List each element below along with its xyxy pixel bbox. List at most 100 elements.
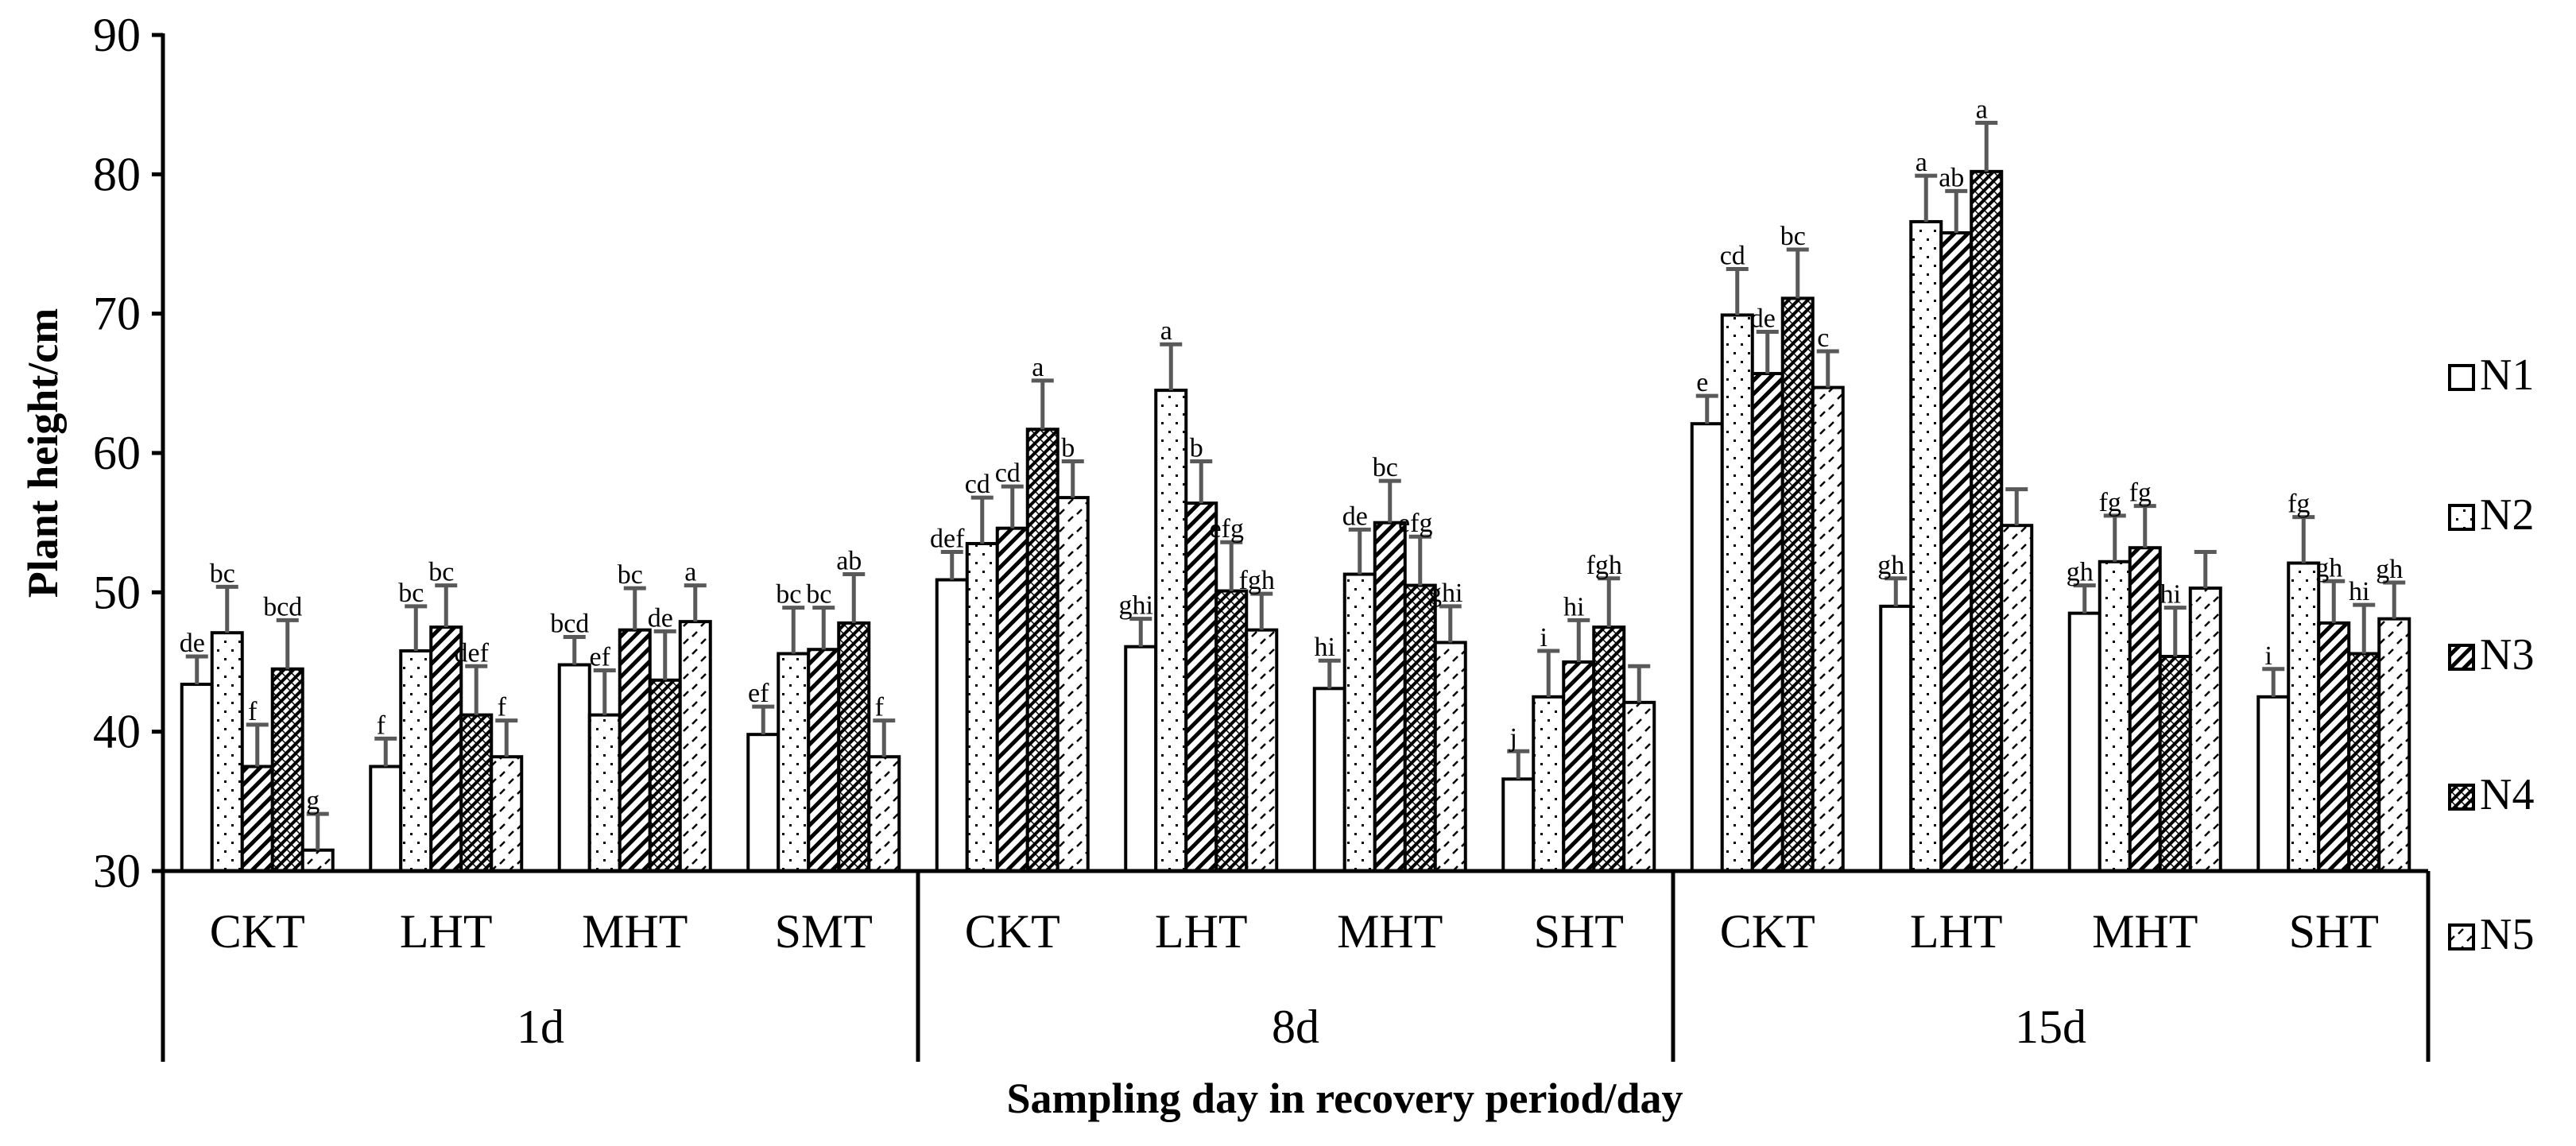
bar-N5-1d-MHT xyxy=(678,620,712,873)
significance-label: ab xyxy=(1939,163,1964,192)
significance-label: gh xyxy=(2315,553,2342,583)
significance-label: fgh xyxy=(1239,566,1275,595)
bar-N5-15d-LHT xyxy=(2000,524,2034,873)
y-tick-label: 70 xyxy=(93,288,141,340)
bar-N5-8d-SHT xyxy=(1622,700,1656,873)
x-category-label: CKT xyxy=(1720,905,1815,958)
x-category-label: CKT xyxy=(210,905,305,958)
bar-N3-8d-SHT xyxy=(1562,660,1596,873)
bar-N1-1d-SMT xyxy=(746,733,781,873)
significance-label: fg xyxy=(2099,488,2121,517)
significance-label: de xyxy=(1750,304,1776,333)
significance-label: def xyxy=(930,524,965,553)
x-group-label: 8d xyxy=(1272,1001,1319,1053)
significance-label: fgh xyxy=(1586,551,1622,580)
bar-N5-1d-SMT xyxy=(867,755,901,873)
significance-label: cd xyxy=(995,459,1021,488)
significance-label: hi xyxy=(2349,577,2369,606)
bar-N3-15d-CKT xyxy=(1750,372,1784,873)
significance-label: a xyxy=(1160,316,1172,346)
bar-N2-15d-MHT xyxy=(2098,559,2132,873)
legend-label-N5: N5 xyxy=(2480,910,2534,959)
significance-label: ab xyxy=(836,547,862,576)
bar-N2-8d-LHT xyxy=(1154,389,1188,873)
significance-label: a xyxy=(1916,148,1927,177)
bar-N4-15d-CKT xyxy=(1780,296,1815,873)
bar-N5-15d-SHT xyxy=(2377,617,2411,873)
bar-N5-15d-MHT xyxy=(2188,587,2222,873)
bar-N1-8d-LHT xyxy=(1124,645,1158,873)
bar-N1-15d-CKT xyxy=(1690,422,1724,873)
significance-label: f xyxy=(377,710,386,740)
x-axis: CKT LHT MHT SMT 1d CKT LHT MHT SHT 8d CKT LHT MHT SHT… xyxy=(161,869,2431,1062)
significance-label: bc xyxy=(806,580,831,610)
significance-label: e xyxy=(1696,368,1708,397)
bar-N4-1d-SMT xyxy=(837,621,871,873)
significance-label: a xyxy=(1032,353,1044,382)
legend-label-N3: N3 xyxy=(2480,630,2534,679)
significance-label: ef xyxy=(590,643,611,672)
significance-label: b xyxy=(1190,434,1203,463)
bar-N5-1d-LHT xyxy=(490,755,524,873)
bar-N3-15d-MHT xyxy=(2128,546,2162,873)
significance-label: def xyxy=(455,638,490,668)
bar-N1-1d-LHT xyxy=(369,765,403,873)
bar-N5-1d-CKT xyxy=(300,848,335,873)
significance-label: efg xyxy=(1398,509,1432,538)
bar-N4-15d-LHT xyxy=(1970,169,2004,873)
significance-label: fg xyxy=(2287,490,2310,519)
bar-N3-8d-MHT xyxy=(1373,521,1407,873)
legend-swatch-N5 xyxy=(2448,923,2475,950)
x-category-label: CKT xyxy=(965,905,1060,958)
bar-N4-15d-MHT xyxy=(2158,654,2192,873)
bar-N5-8d-MHT xyxy=(1433,641,1467,873)
legend-label-N4: N4 xyxy=(2480,770,2534,819)
y-tick-label: 30 xyxy=(93,845,141,897)
significance-label: ghi xyxy=(1428,579,1462,608)
significance-label: a xyxy=(684,558,696,587)
bar-N1-15d-SHT xyxy=(2256,695,2291,873)
significance-label: hi xyxy=(1563,592,1584,621)
y-axis-title: Plant height/cm xyxy=(19,308,67,598)
significance-label: bc xyxy=(1780,222,1806,251)
significance-label: gh xyxy=(2067,558,2094,587)
bar-N1-8d-MHT xyxy=(1312,687,1346,873)
significance-label: c xyxy=(1817,323,1829,353)
significance-label: f xyxy=(498,693,507,722)
bar-N3-8d-LHT xyxy=(1184,501,1218,873)
bar-N2-8d-MHT xyxy=(1342,572,1377,873)
significance-label: b xyxy=(1061,434,1075,463)
bar-N1-1d-MHT xyxy=(557,663,591,873)
significance-label: f xyxy=(248,697,258,726)
significance-label: hi xyxy=(2160,580,2181,610)
significance-label: bc xyxy=(1373,453,1398,482)
significance-label: efg xyxy=(1210,514,1244,544)
x-category-label: SMT xyxy=(775,905,873,958)
legend-label-N2: N2 xyxy=(2480,490,2534,540)
significance-label: i xyxy=(2265,641,2272,671)
significance-label: bcd xyxy=(550,609,589,638)
significance-label: cd xyxy=(965,470,990,499)
significance-label: hi xyxy=(1315,633,1335,662)
bar-N2-1d-LHT xyxy=(399,648,433,873)
bar-N4-1d-LHT xyxy=(459,713,494,873)
significance-label: bc xyxy=(210,559,235,588)
x-category-label: LHT xyxy=(1910,905,2003,958)
bar-N5-8d-CKT xyxy=(1056,496,1090,873)
significance-label: a xyxy=(1976,95,1988,124)
significance-label: ef xyxy=(748,679,769,708)
significance-label: j xyxy=(1509,723,1517,753)
x-category-label: MHT xyxy=(1337,905,1443,958)
y-tick-label: 60 xyxy=(93,427,141,479)
legend-label-N1: N1 xyxy=(2480,350,2534,400)
legend-swatch-N1 xyxy=(2448,364,2475,391)
y-tick-label: 50 xyxy=(93,566,141,618)
bar-N4-1d-MHT xyxy=(648,678,682,873)
bar-N5-8d-LHT xyxy=(1245,628,1279,873)
bar-N2-8d-SHT xyxy=(1532,695,1566,873)
significance-label: de xyxy=(648,603,673,633)
legend: N1 N2 N3 N4 N5 xyxy=(2448,350,2534,959)
